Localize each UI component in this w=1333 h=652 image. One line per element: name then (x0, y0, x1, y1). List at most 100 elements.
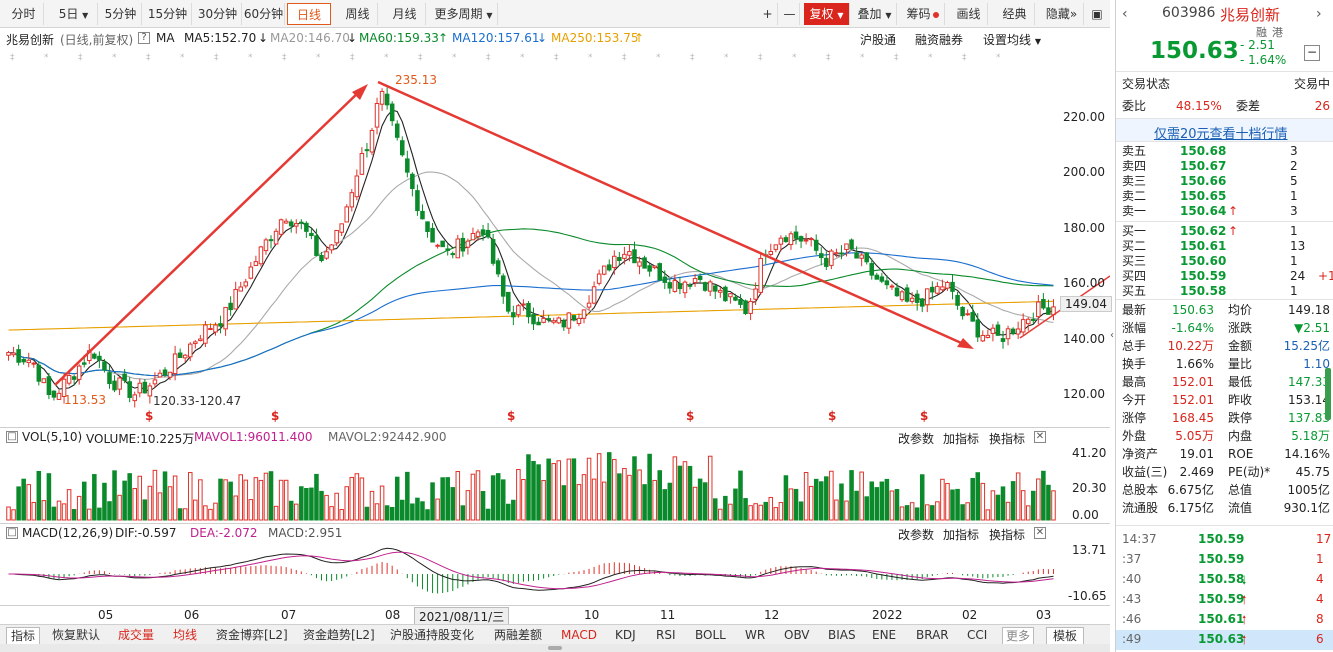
yincang-button[interactable]: 隐藏» (1040, 3, 1084, 25)
tab-restore-default[interactable]: 恢复默认 (52, 628, 101, 642)
tab-ene[interactable]: ENE (872, 628, 897, 642)
set-ma-button[interactable]: 设置均线 ▼ (983, 31, 1041, 48)
stat-label: 最高 (1122, 375, 1147, 389)
dividend-marker[interactable]: $ (507, 409, 516, 423)
panel-toggle-icon[interactable]: ▣ (1091, 7, 1103, 21)
tick-row: :43 150.59 🠑 4 (1116, 590, 1333, 610)
tab-wr[interactable]: WR (745, 628, 766, 642)
period-5min[interactable]: 5分钟 (100, 3, 142, 25)
price-chart[interactable]: ‡ * ‡ * ‡ * ‡ * ‡ * ‡ * ‡ * ‡ * ‡ * ‡ * ‡ * ‡ * ‡ * ‡ * ‡ * (0, 48, 1110, 428)
rzrq-button[interactable]: 融资融券 (915, 33, 964, 47)
chevron-left-icon[interactable]: ‹ (1110, 330, 1114, 341)
promo-banner[interactable]: 仅需20元查看十档行情 (1116, 118, 1333, 142)
chevron-down-icon: ▼ (1034, 37, 1041, 46)
tab-bias[interactable]: BIAS (828, 628, 856, 642)
tick-time: :46 (1122, 612, 1142, 626)
stat-label: 跌停 (1228, 411, 1253, 425)
period-5day[interactable]: 5日 ▼ (50, 3, 98, 25)
arrow-up-icon: ↑ (1228, 224, 1239, 238)
svg-text:‡: ‡ (690, 53, 695, 63)
tab-boll[interactable]: BOLL (695, 628, 726, 642)
period-15min[interactable]: 15分钟 (144, 3, 192, 25)
period-30min[interactable]: 30分钟 (194, 3, 242, 25)
tab-volume[interactable]: 成交量 (118, 628, 155, 642)
switch-indicator-button[interactable]: 换指标 (989, 528, 1026, 542)
dividend-marker[interactable]: $ (145, 409, 154, 423)
arrow-up-icon: ↑ (634, 31, 645, 45)
stat-label: 最新 (1122, 303, 1147, 317)
chevron-right-icon[interactable]: › (1316, 6, 1322, 22)
period-monthly[interactable]: 月线 (384, 3, 426, 25)
horizontal-scrollbar[interactable] (0, 644, 1110, 652)
switch-indicator-button[interactable]: 换指标 (989, 432, 1026, 446)
chevron-down-icon: ▼ (837, 11, 844, 20)
ma20-value: MA20:146.70 (270, 31, 350, 45)
change-param-button[interactable]: 改参数 (898, 528, 935, 542)
chevron-left-icon[interactable]: ‹ (1122, 6, 1128, 22)
period-daily[interactable]: 日线 (287, 3, 331, 25)
tab-cci[interactable]: CCI (967, 628, 988, 642)
ask-price: 150.67 (1180, 159, 1227, 173)
tab-obv[interactable]: OBV (784, 628, 810, 642)
tab-rsi[interactable]: RSI (656, 628, 676, 642)
tab-kdj[interactable]: KDJ (615, 628, 636, 642)
tab-template[interactable]: 模板 (1046, 627, 1085, 645)
diejia-button[interactable]: 叠加 ▼ (853, 3, 897, 25)
volume-bars (6, 452, 1056, 521)
tick-volume: 8 (1316, 612, 1324, 626)
more-periods-button[interactable]: 更多周期 ▼ (430, 3, 498, 25)
jingdian-button[interactable]: 经典 (995, 3, 1035, 25)
add-indicator-button[interactable]: 加指标 (943, 432, 980, 446)
minimize-icon[interactable]: − (1304, 45, 1320, 61)
dividend-marker[interactable]: $ (271, 409, 280, 423)
volume-chart (6, 452, 1056, 521)
dividend-marker[interactable]: $ (686, 409, 695, 423)
tab-brar[interactable]: BRAR (916, 628, 949, 642)
fuquan-button[interactable]: 复权 ▼ (804, 3, 850, 25)
weicha-label: 委差 (1236, 99, 1261, 113)
ask-price: 150.65 (1180, 189, 1227, 203)
svg-text:*: * (248, 53, 253, 63)
dividend-marker[interactable]: $ (920, 409, 929, 423)
period-weekly[interactable]: 周线 (338, 3, 378, 25)
tab-hgt-holding[interactable]: 沪股通持股变化 (390, 628, 475, 642)
scroll-thumb[interactable] (548, 646, 562, 650)
stat-label: 总股本 (1122, 483, 1159, 497)
tab-zhibiao[interactable]: 指标 (6, 627, 41, 645)
tab-more[interactable]: 更多 (1002, 627, 1035, 645)
promo-link[interactable]: 仅需20元查看十档行情 (1154, 127, 1288, 142)
close-icon[interactable]: ✕ (1034, 431, 1046, 443)
add-indicator-button[interactable]: 加指标 (943, 528, 980, 542)
zoom-out-button[interactable]: — (780, 3, 800, 25)
tab-ma[interactable]: 均线 (173, 628, 198, 642)
tick-time: :40 (1122, 572, 1142, 586)
tab-margin-diff[interactable]: 两融差额 (494, 628, 543, 642)
diejia-label: 叠加 (857, 7, 882, 21)
arrow-up-icon: ↑ (438, 31, 449, 45)
tick-time: :43 (1122, 592, 1142, 606)
chouma-button[interactable]: 筹码 (901, 3, 945, 25)
tab-fund-game[interactable]: 资金博弈[L2] (216, 628, 288, 642)
zoom-in-button[interactable]: + (758, 3, 778, 25)
collapse-icon[interactable]: □ (6, 527, 18, 539)
collapse-icon[interactable]: □ (6, 431, 18, 443)
stock-code: 603986 (1162, 5, 1216, 21)
trend-line-down (377, 80, 969, 348)
dividend-marker[interactable]: $ (828, 409, 837, 423)
tab-macd[interactable]: MACD (561, 628, 597, 642)
stat-value: ▼2.51 (1294, 321, 1330, 335)
change-param-button[interactable]: 改参数 (898, 432, 935, 446)
huaxian-button[interactable]: 画线 (950, 3, 988, 25)
svg-text:*: * (384, 53, 389, 63)
close-icon[interactable]: ✕ (1034, 527, 1046, 539)
ask-list: 卖五 150.68 3 卖四 150.67 2 卖三 150.66 5 卖二 1… (1116, 142, 1333, 222)
help-icon[interactable]: ? (138, 32, 150, 44)
tab-fund-trend[interactable]: 资金趋势[L2] (303, 628, 375, 642)
ask-row: 卖一 150.64 3 ↑ (1122, 203, 1330, 220)
arrow-head-icon (352, 84, 368, 100)
period-60min[interactable]: 60分钟 (243, 3, 285, 25)
period-fenshi[interactable]: 分时 (4, 3, 44, 25)
vol-y-tick: 41.20 (1072, 446, 1107, 460)
side-scroll-indicator[interactable] (1325, 368, 1331, 420)
hgt-button[interactable]: 沪股通 (860, 33, 897, 47)
